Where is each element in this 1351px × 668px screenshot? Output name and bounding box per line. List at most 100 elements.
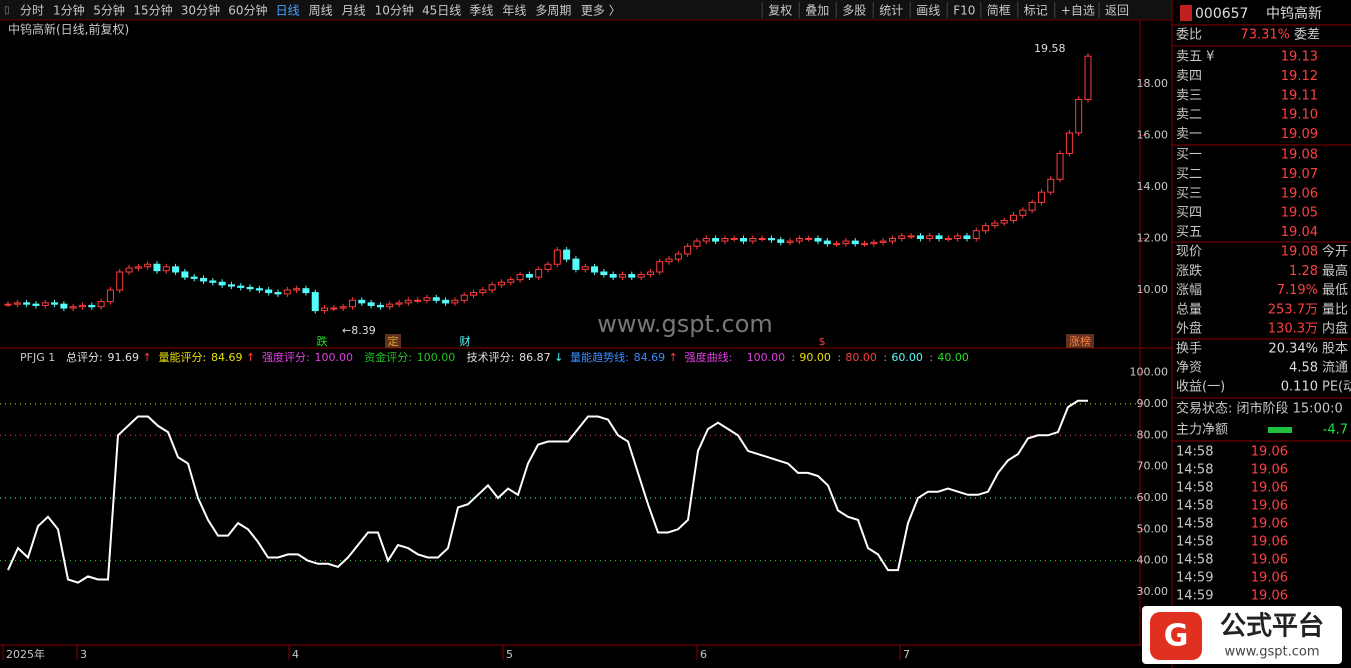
- toolbar-button[interactable]: +自选: [1061, 4, 1095, 18]
- stat-value: 7.19%: [1277, 283, 1318, 298]
- candle: [1000, 219, 1008, 224]
- toolbar-tab[interactable]: 分时: [20, 4, 44, 18]
- candle: [907, 235, 915, 238]
- candle: [637, 274, 645, 278]
- stat-label2: PE(动): [1322, 380, 1351, 395]
- trade-price: 19.06: [1251, 481, 1288, 496]
- toolbar-tab[interactable]: 10分钟: [375, 3, 414, 18]
- y-tick-label: 10.00: [1137, 283, 1169, 296]
- candle: [302, 288, 310, 294]
- level-label: 90.00: [799, 351, 831, 364]
- toolbar-button[interactable]: F10: [953, 4, 975, 18]
- toolbar-tab[interactable]: 月线: [342, 4, 366, 18]
- candle: [479, 289, 487, 294]
- candle: [134, 266, 142, 269]
- y-tick-label: 30.00: [1137, 585, 1169, 598]
- toolbar-tab[interactable]: 更多 〉: [581, 4, 621, 18]
- toolbar-button[interactable]: 返回: [1105, 4, 1129, 18]
- candle: [293, 288, 301, 291]
- toolbar-button[interactable]: 复权: [768, 4, 792, 18]
- toolbar-button[interactable]: 叠加: [805, 4, 829, 18]
- stat-label: 现价: [1176, 245, 1202, 260]
- candle: [833, 243, 841, 246]
- toolbar-button[interactable]: 简框: [987, 4, 1011, 18]
- toolbar-bg: [0, 0, 1172, 20]
- level-label: 40.00: [937, 351, 969, 364]
- candle: [451, 299, 459, 304]
- candle: [749, 238, 757, 242]
- candle: [879, 240, 887, 243]
- candle: [404, 299, 412, 304]
- x-tick-label: 2025年: [6, 647, 45, 661]
- toolbar-tab[interactable]: 1分钟: [53, 3, 85, 18]
- candle: [516, 274, 524, 281]
- candle: [395, 302, 403, 305]
- toolbar-tab[interactable]: 45日线: [422, 4, 461, 18]
- level-sep: :: [837, 351, 841, 364]
- candle: [777, 239, 785, 243]
- trade-price: 19.06: [1251, 463, 1288, 478]
- trade-price: 19.06: [1251, 571, 1288, 586]
- ask-label: 卖二: [1176, 108, 1202, 123]
- x-tick-label: 5: [506, 648, 513, 661]
- x-tick-label: 3: [80, 648, 87, 661]
- toolbar-tab[interactable]: 15分钟: [133, 3, 172, 18]
- stat-label: 涨幅: [1176, 283, 1202, 298]
- ratio-label2: 委差: [1294, 28, 1320, 43]
- candle: [1010, 214, 1018, 221]
- toolbar-tab[interactable]: 30分钟: [181, 3, 220, 18]
- candle: [944, 238, 952, 240]
- toolbar-tab[interactable]: 年线: [502, 4, 526, 18]
- toolbar-button[interactable]: 标记: [1024, 4, 1048, 18]
- candle: [805, 238, 813, 240]
- toolbar-tab[interactable]: 5分钟: [93, 3, 125, 18]
- toolbar-button[interactable]: 画线: [916, 4, 940, 18]
- candle: [497, 281, 505, 286]
- candle: [665, 258, 673, 263]
- candle: [1028, 201, 1036, 211]
- indicator-name: PFJG 1: [20, 351, 55, 364]
- low-label: ←8.39: [342, 324, 376, 337]
- candle: [1047, 178, 1055, 193]
- ask-label: 卖一: [1176, 127, 1202, 142]
- toolbar-tab[interactable]: 季线: [469, 4, 493, 18]
- candle: [162, 266, 170, 272]
- candle: [786, 240, 794, 243]
- x-tick-label: 6: [700, 648, 707, 661]
- trade-time: 14:59: [1176, 589, 1213, 604]
- bid-price: 19.05: [1281, 206, 1318, 221]
- stat-value: 130.3万: [1268, 322, 1318, 337]
- y-tick-label: 12.00: [1137, 232, 1169, 245]
- ask-label: 卖三: [1176, 88, 1202, 103]
- toolbar-button[interactable]: 多股: [842, 4, 866, 18]
- stat-label2: 最低: [1322, 283, 1348, 298]
- candle: [935, 235, 943, 240]
- candle: [1037, 191, 1045, 203]
- indicator-arrow: ↓: [554, 351, 563, 364]
- candle: [218, 281, 226, 286]
- candle: [954, 235, 962, 240]
- toolbar-tab[interactable]: 日线: [276, 4, 300, 18]
- event-label: 跌: [317, 334, 328, 348]
- candle: [283, 289, 291, 295]
- logo-icon: [1150, 612, 1202, 660]
- candle: [460, 294, 468, 301]
- trade-time: 14:58: [1176, 535, 1213, 550]
- level-sep: :: [929, 351, 933, 364]
- toolbar-button[interactable]: 统计: [879, 4, 903, 18]
- logo-glyph: G: [1164, 619, 1189, 654]
- candle: [1084, 55, 1092, 100]
- toolbar-tab[interactable]: 60分钟: [228, 3, 267, 18]
- candle: [60, 303, 68, 309]
- logo-url: www.gspt.com: [1224, 645, 1319, 660]
- candle: [628, 274, 636, 278]
- ask-price: 19.11: [1281, 88, 1318, 103]
- candle: [535, 268, 543, 278]
- flow-value: -4.7: [1323, 423, 1348, 438]
- stat-value: 4.58: [1289, 361, 1318, 376]
- toolbar-tab[interactable]: 周线: [309, 4, 333, 18]
- toolbar-tab[interactable]: 多周期: [535, 4, 571, 18]
- indicator-item-label: 总评分:: [66, 350, 103, 364]
- candle: [358, 299, 366, 304]
- x-tick-label: 7: [903, 648, 910, 661]
